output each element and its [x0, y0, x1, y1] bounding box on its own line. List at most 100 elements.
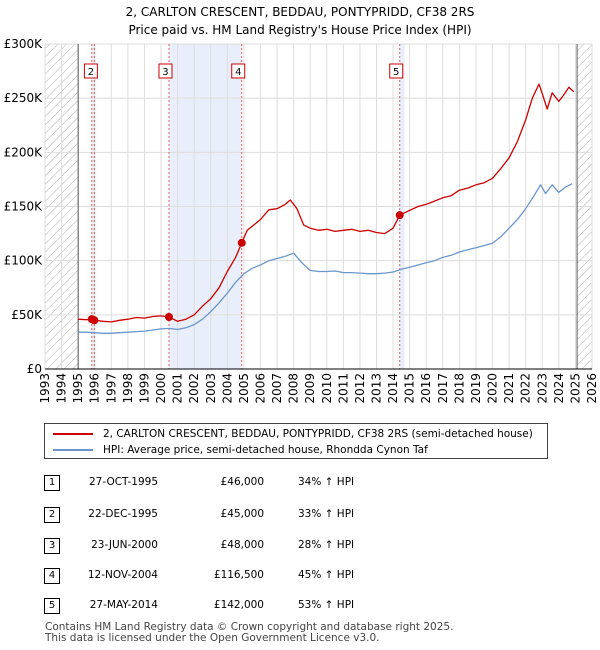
transaction-hpi-diff: 33% ↑ HPI	[298, 508, 355, 520]
y-tick-label: £200K	[4, 145, 44, 159]
transaction-number: 1	[44, 475, 60, 491]
transaction-point	[164, 313, 173, 321]
x-tick-label: 2017	[436, 373, 450, 404]
footer-license: This data is licensed under the Open Gov…	[45, 632, 380, 644]
x-tick-label: 2000	[154, 373, 168, 404]
x-tick-label: 2019	[469, 373, 483, 404]
transaction-label-text: 2	[88, 67, 94, 78]
legend-label-property: 2, CARLTON CRESCENT, BEDDAU, PONTYPRIDD,…	[103, 428, 533, 440]
x-tick-label: 2018	[452, 373, 466, 404]
x-tick-label: 1999	[137, 373, 151, 404]
x-tick-label: 2022	[519, 373, 533, 404]
x-tick-label: 1993	[38, 373, 52, 404]
transaction-label-text: 3	[162, 67, 168, 78]
chart-series	[78, 83, 575, 334]
x-tick-label: 2015	[403, 373, 417, 404]
x-tick-label: 2011	[336, 373, 350, 404]
x-tick-label: 2010	[320, 373, 334, 404]
transaction-price: £46,000	[220, 476, 264, 488]
x-tick-label: 1996	[88, 373, 102, 404]
x-tick-label: 2007	[270, 373, 284, 404]
chart-subtitle: Price paid vs. HM Land Registry's House …	[128, 23, 471, 37]
table-row: 1 27-OCT-1995 £46,000 34% ↑ HPI	[44, 474, 444, 492]
transaction-hpi-diff: 34% ↑ HPI	[298, 476, 355, 488]
transaction-label: 4	[231, 63, 246, 79]
transaction-date: 27-OCT-1995	[89, 476, 158, 488]
legend-item-property: 2, CARLTON CRESCENT, BEDDAU, PONTYPRIDD,…	[53, 426, 533, 442]
transaction-labels: 2 3 4 5	[83, 63, 404, 79]
x-tick-label: 2002	[187, 373, 201, 404]
transaction-label: 2	[83, 63, 98, 79]
transaction-label-text: 5	[393, 67, 399, 78]
transaction-label-box	[231, 63, 246, 79]
transaction-label: 3	[158, 63, 173, 79]
x-tick-label: 1998	[121, 373, 135, 404]
transaction-number: 4	[44, 568, 60, 584]
table-row: 5 27-MAY-2014 £142,000 53% ↑ HPI	[44, 597, 444, 615]
transaction-hpi-diff: 28% ↑ HPI	[298, 539, 355, 551]
x-tick-label: 1994	[55, 373, 69, 404]
table-row: 2 22-DEC-1995 £45,000 33% ↑ HPI	[44, 506, 444, 524]
x-tick-label: 2023	[535, 373, 549, 404]
y-tick-label: £250K	[4, 91, 44, 105]
legend-label-hpi: HPI: Average price, semi-detached house,…	[103, 444, 428, 456]
legend-swatch-property	[53, 433, 93, 435]
transaction-label-box	[83, 63, 98, 79]
x-tick-label: 2009	[303, 373, 317, 404]
transaction-points	[87, 211, 404, 325]
x-tick-label: 2008	[287, 373, 301, 404]
transaction-date: 27-MAY-2014	[89, 599, 158, 611]
transaction-point	[395, 211, 404, 220]
legend-swatch-hpi	[53, 449, 93, 451]
x-tick-label: 2021	[502, 373, 516, 404]
x-tick-label: 2020	[486, 373, 500, 404]
transaction-label-text: 4	[235, 67, 241, 78]
x-tick-label: 2026	[585, 373, 599, 404]
transaction-price: £116,500	[213, 569, 264, 581]
transaction-point	[237, 238, 246, 247]
transaction-label-box	[158, 63, 173, 79]
x-tick-label: 2014	[386, 373, 400, 404]
x-tick-label: 2025	[568, 373, 582, 404]
x-tick-label: 2001	[171, 373, 185, 404]
table-row: 3 23-JUN-2000 £48,000 28% ↑ HPI	[44, 537, 444, 555]
transaction-number: 5	[44, 598, 60, 614]
transaction-price: £142,000	[213, 599, 264, 611]
x-tick-label: 1997	[104, 373, 118, 404]
footer-copyright: Contains HM Land Registry data © Crown c…	[45, 621, 454, 633]
price-chart: 2, CARLTON CRESCENT, BEDDAU, PONTYPRIDD,…	[4, 5, 599, 404]
transaction-number: 3	[44, 538, 60, 554]
property-price-line	[78, 83, 575, 323]
x-tick-label: 1995	[71, 373, 85, 404]
transaction-date: 22-DEC-1995	[88, 508, 158, 520]
x-tick-label: 2012	[353, 373, 367, 404]
transaction-hpi-diff: 45% ↑ HPI	[298, 569, 355, 581]
y-tick-label: £300K	[4, 37, 44, 51]
x-tick-label: 2013	[370, 373, 384, 404]
x-tick-label: 2004	[220, 373, 234, 404]
x-tick-label: 2005	[237, 373, 251, 404]
x-tick-label: 2003	[204, 373, 218, 404]
x-tick-label: 2024	[552, 373, 566, 404]
transaction-price: £48,000	[220, 539, 264, 551]
transaction-date: 12-NOV-2004	[87, 569, 158, 581]
chart-legend: 2, CARLTON CRESCENT, BEDDAU, PONTYPRIDD,…	[44, 423, 548, 459]
y-tick-label: £150K	[4, 200, 44, 214]
transaction-price: £45,000	[220, 508, 264, 520]
legend-item-hpi: HPI: Average price, semi-detached house,…	[53, 442, 428, 458]
transaction-label: 5	[389, 63, 404, 79]
x-tick-label: 2016	[419, 373, 433, 404]
chart-gridlines	[44, 43, 593, 370]
chart-title: 2, CARLTON CRESCENT, BEDDAU, PONTYPRIDD,…	[126, 5, 475, 19]
y-tick-label: £100K	[4, 254, 44, 268]
y-tick-label: £0	[27, 362, 42, 376]
y-tick-label: £50K	[11, 308, 43, 322]
transaction-number: 2	[44, 507, 60, 523]
hpi-line	[78, 183, 573, 334]
transaction-label-box	[389, 63, 404, 79]
transaction-date: 23-JUN-2000	[91, 539, 158, 551]
table-row: 4 12-NOV-2004 £116,500 45% ↑ HPI	[44, 567, 444, 585]
x-tick-label: 2006	[253, 373, 267, 404]
transaction-point	[90, 316, 99, 325]
